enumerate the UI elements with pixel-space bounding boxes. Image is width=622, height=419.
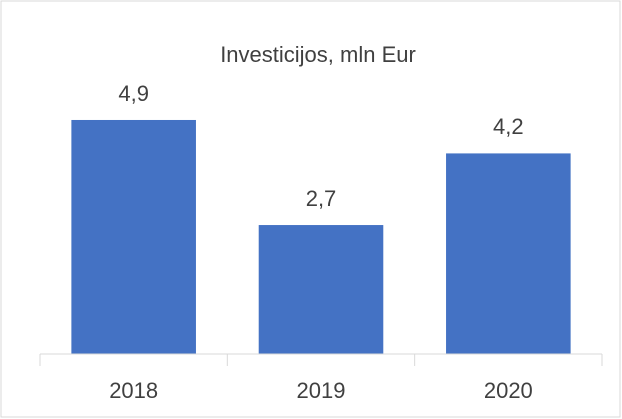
data-label: 4,9: [118, 81, 149, 106]
bar: [71, 119, 196, 354]
data-label: 4,2: [493, 114, 524, 139]
data-label: 2,7: [306, 186, 337, 211]
x-tick-label: 2018: [109, 378, 158, 403]
bar: [446, 153, 571, 354]
chart-title: Investicijos, mln Eur: [220, 42, 416, 67]
x-tick-label: 2020: [484, 378, 533, 403]
bar: [258, 225, 384, 354]
x-tick-label: 2019: [297, 378, 346, 403]
